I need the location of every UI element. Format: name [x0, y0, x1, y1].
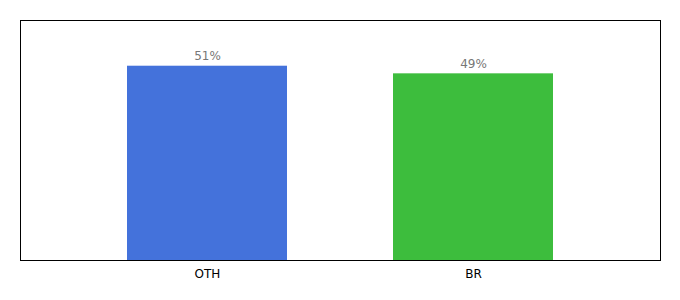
- svg-text:OTH: OTH: [195, 267, 221, 281]
- svg-text:BR: BR: [465, 267, 482, 281]
- svg-text:49%: 49%: [460, 57, 487, 71]
- svg-text:51%: 51%: [194, 49, 221, 63]
